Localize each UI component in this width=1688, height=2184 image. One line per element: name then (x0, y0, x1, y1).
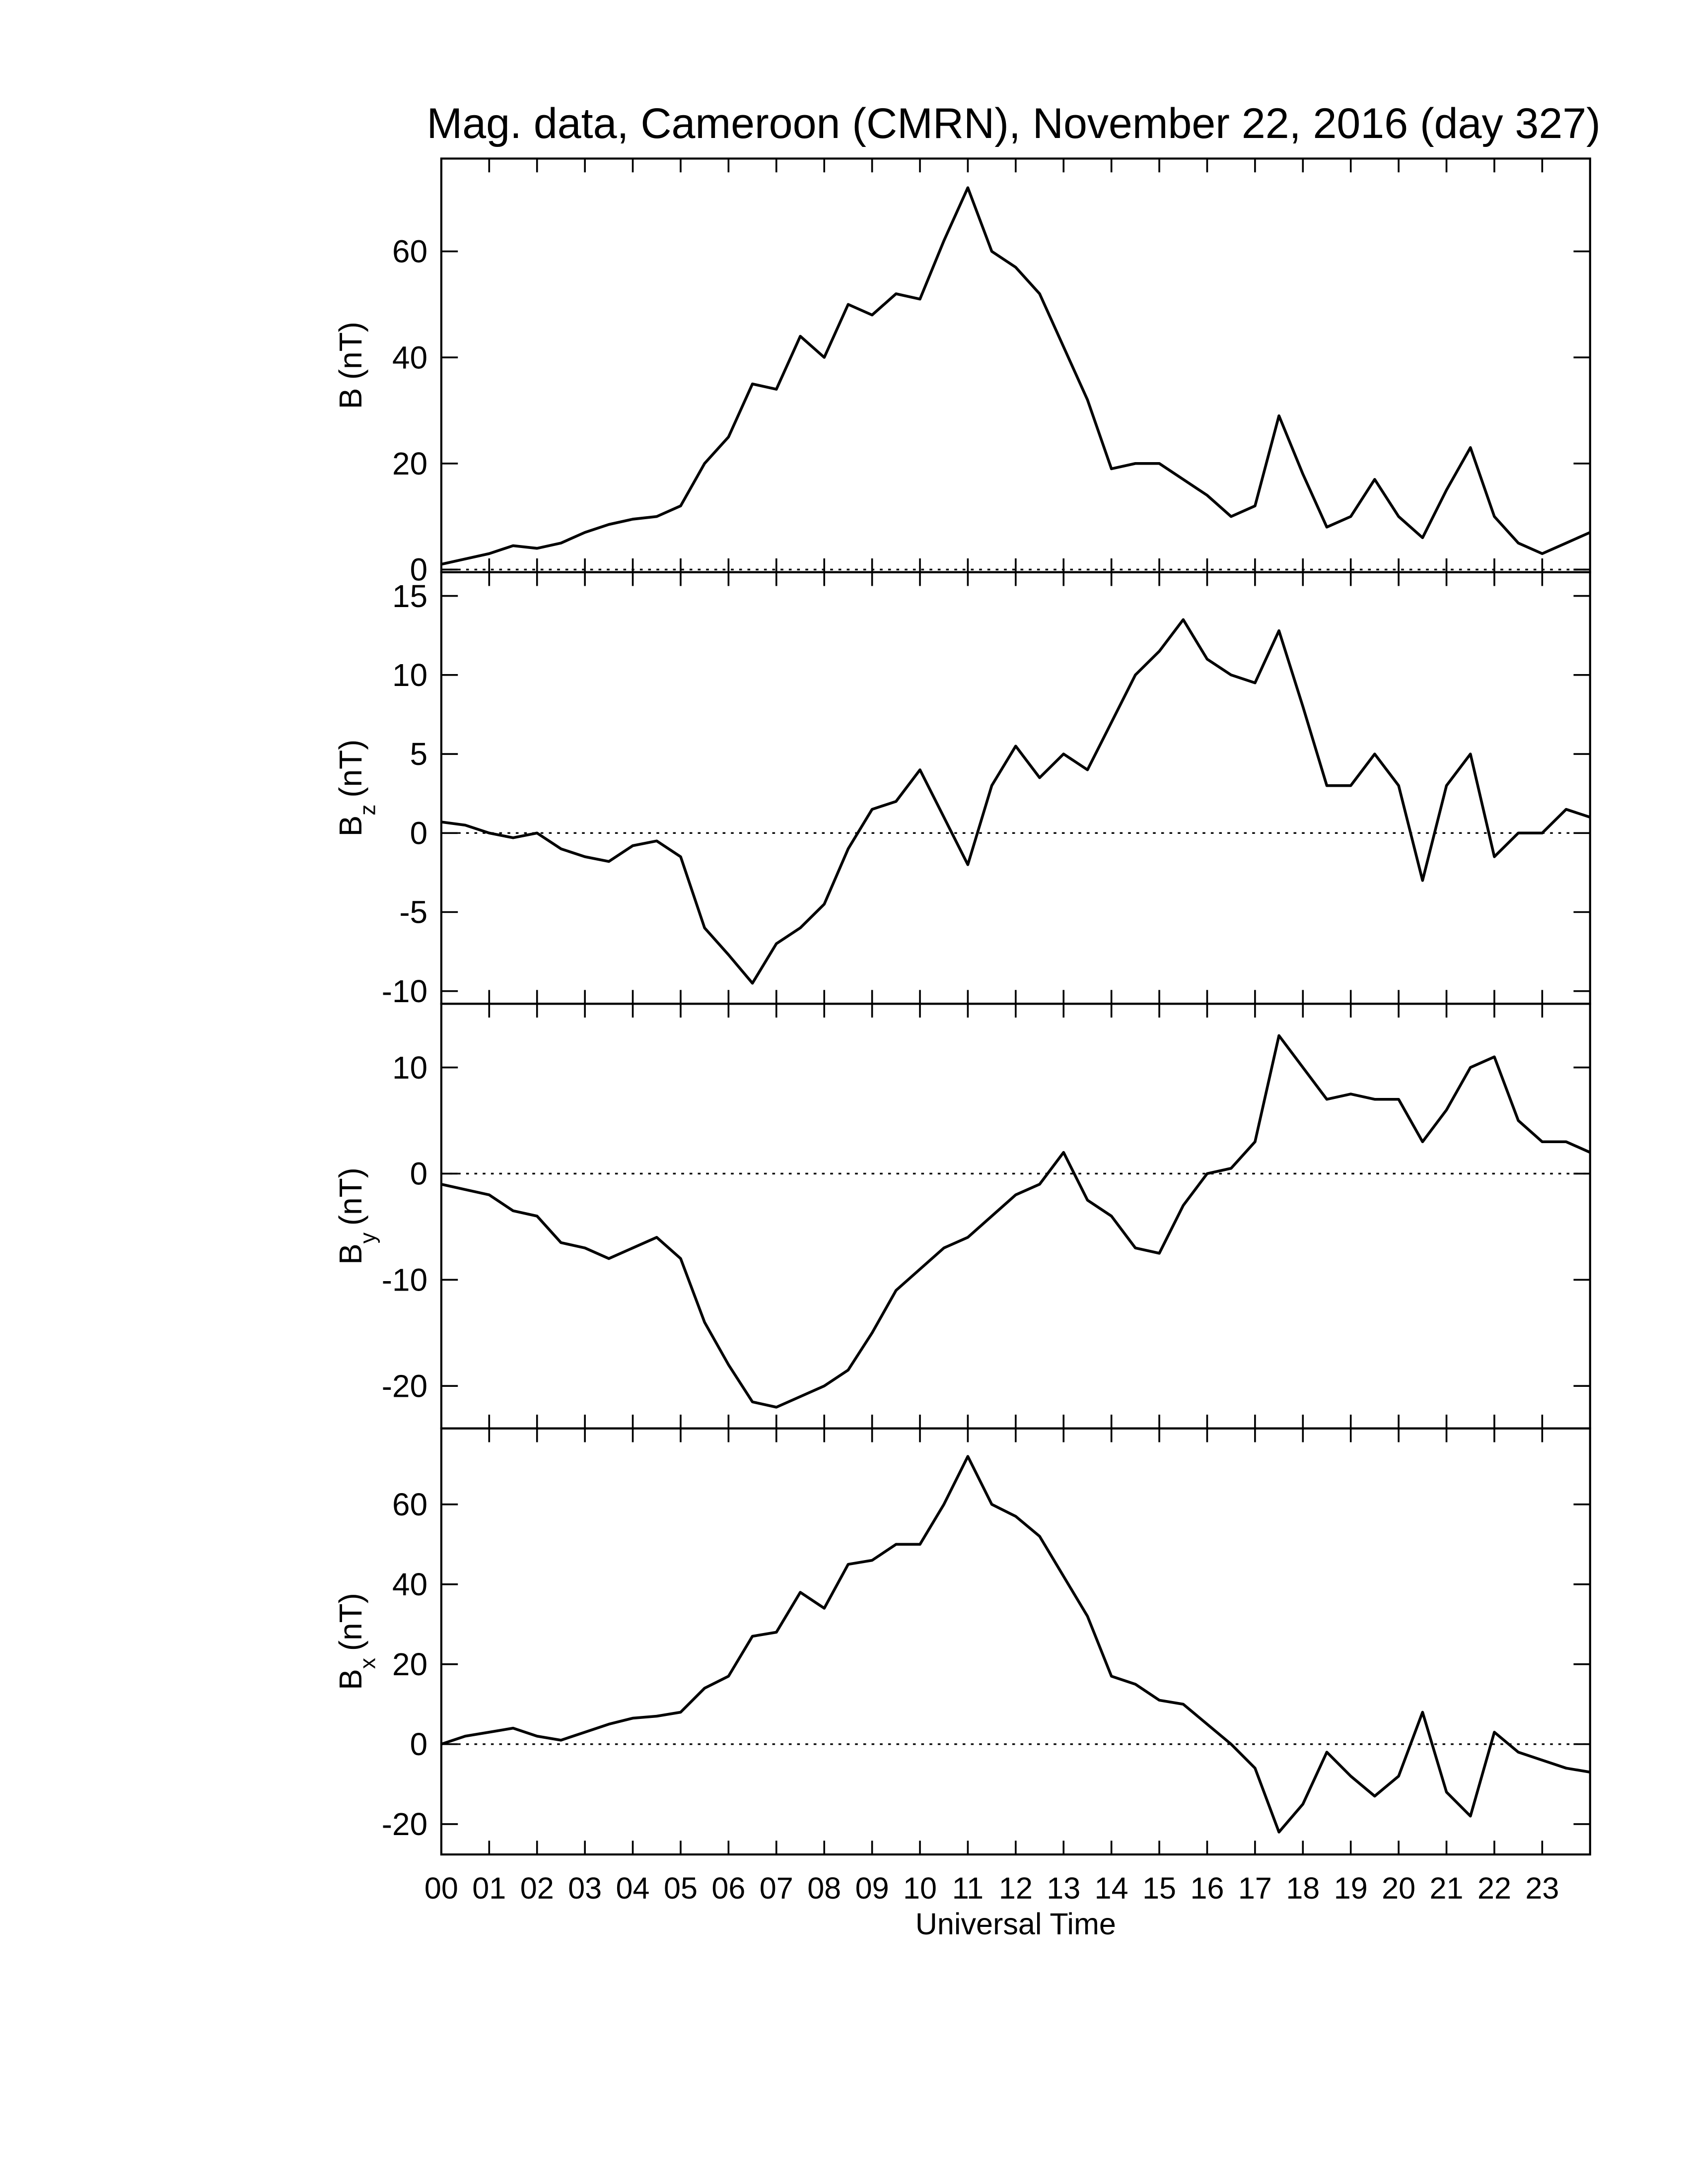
y-tick-label: -5 (399, 894, 427, 930)
x-tick-label: 18 (1286, 1871, 1320, 1905)
chart-title: Mag. data, Cameroon (CMRN), November 22,… (427, 100, 1601, 147)
x-tick-label: 10 (903, 1871, 937, 1905)
x-tick-label: 20 (1382, 1871, 1415, 1905)
data-line (441, 1034, 1591, 1409)
data-line (441, 186, 1591, 566)
y-tick-label: -20 (382, 1368, 427, 1404)
x-tick-label: 01 (472, 1871, 506, 1905)
y-label-symbol: B (333, 388, 368, 410)
y-label-symbol: B (333, 1243, 368, 1265)
y-tick-label: 20 (392, 1646, 427, 1682)
y-tick-label: -20 (382, 1806, 427, 1842)
x-tick-label: 08 (807, 1871, 841, 1905)
y-label-unit: (nT) (333, 740, 368, 798)
x-tick-label: 04 (616, 1871, 650, 1905)
y-tick-label: 20 (392, 446, 427, 481)
y-tick-label: 5 (410, 736, 428, 772)
y-tick-label: 0 (410, 1156, 428, 1192)
y-tick-label: 60 (392, 234, 427, 270)
x-tick-label: 07 (760, 1871, 793, 1905)
x-tick-label: 03 (568, 1871, 602, 1905)
y-tick-label: 60 (392, 1487, 427, 1522)
y-label-symbol: B (333, 816, 368, 837)
x-axis-label: Universal Time (915, 1907, 1116, 1941)
x-tick-label: 06 (711, 1871, 745, 1905)
x-tick-label: 09 (855, 1871, 889, 1905)
y-tick-label: 0 (410, 815, 428, 851)
y-axis-label: B (nT) (333, 322, 368, 409)
x-tick-label: 11 (952, 1871, 984, 1905)
y-tick-label: 15 (392, 578, 427, 614)
x-tick-label: 19 (1334, 1871, 1368, 1905)
y-label-symbol: B (333, 1669, 368, 1690)
y-axis-label: Bz (nT) (333, 740, 380, 837)
x-tick-label: 16 (1190, 1871, 1224, 1905)
y-label-unit: (nT) (333, 322, 368, 380)
x-tick-label: 05 (664, 1871, 698, 1905)
y-label-subscript: y (356, 1232, 380, 1243)
y-tick-label: 10 (392, 657, 427, 693)
y-label-unit: (nT) (333, 1167, 368, 1226)
x-tick-label: 12 (999, 1871, 1033, 1905)
y-tick-label: 0 (410, 1726, 428, 1762)
y-label-subscript: x (356, 1658, 380, 1669)
y-tick-label: -10 (382, 1262, 427, 1298)
y-tick-label: 0 (410, 552, 428, 588)
y-tick-label: -10 (382, 973, 427, 1009)
x-tick-label: 22 (1477, 1871, 1511, 1905)
y-label-subscript: z (356, 805, 380, 816)
y-axis-label: By (nT) (333, 1167, 380, 1265)
x-tick-label: 21 (1430, 1871, 1464, 1905)
x-tick-label: 00 (424, 1871, 458, 1905)
x-tick-label: 13 (1047, 1871, 1080, 1905)
y-tick-label: 40 (392, 1567, 427, 1602)
plot-frame (440, 1427, 1591, 1856)
x-tick-label: 17 (1238, 1871, 1272, 1905)
x-tick-label: 02 (520, 1871, 554, 1905)
y-tick-label: 40 (392, 340, 427, 375)
x-tick-label: 14 (1095, 1871, 1128, 1905)
y-label-unit: (nT) (333, 1593, 368, 1651)
data-line (441, 618, 1591, 985)
y-axis-label: Bx (nT) (333, 1593, 380, 1690)
y-tick-label: 10 (392, 1050, 427, 1086)
data-line (441, 1455, 1591, 1834)
x-tick-label: 15 (1142, 1871, 1176, 1905)
x-tick-label: 23 (1525, 1871, 1559, 1905)
